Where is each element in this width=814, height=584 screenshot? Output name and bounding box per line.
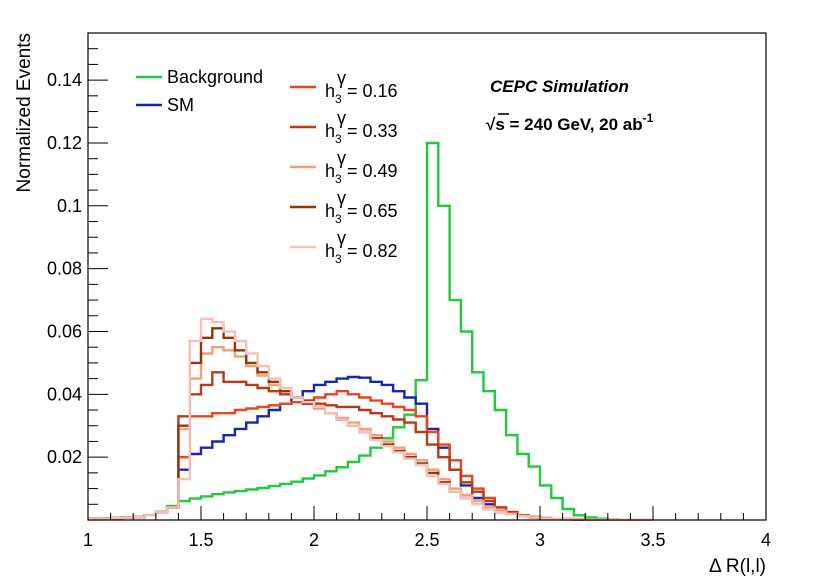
legend-label-main: h — [325, 121, 335, 141]
y-tick-label: 0.1 — [57, 196, 82, 216]
y-tick-label: 0.12 — [47, 133, 82, 153]
energy-label: √s = 240 GeV, 20 ab-1 — [486, 111, 654, 134]
legend-label-sup: γ — [337, 108, 346, 128]
y-tick-label: 0.14 — [47, 70, 82, 90]
legend-label-value: = 0.16 — [342, 81, 398, 101]
legend-entry-SM: SM — [136, 95, 194, 115]
series-line-h3g_033 — [88, 371, 653, 521]
legend-label-sub: 3 — [335, 252, 342, 266]
x-tick-label: 3 — [535, 530, 545, 550]
legend-label: h3 = 0.82 — [325, 241, 398, 266]
y-axis-title: Normalized Events — [14, 33, 35, 192]
legend-entry-h3g_065: h3 = 0.65γ — [290, 188, 398, 226]
y-tick-label: 0.04 — [47, 384, 82, 404]
legend-label-sub: 3 — [335, 172, 342, 186]
legend-entry-Background: Background — [136, 67, 263, 87]
legend-label: h3 = 0.16 — [325, 81, 398, 106]
series-line-Background — [88, 141, 653, 521]
experiment-label: CEPC Simulation — [490, 77, 629, 96]
x-tick-label: 2 — [309, 530, 319, 550]
legend-entry-h3g_016: h3 = 0.16γ — [290, 68, 398, 106]
x-tick-label: 2.5 — [414, 530, 439, 550]
y-tick-label: 0.02 — [47, 447, 82, 467]
y-axis: 0.02 0.04 0.06 0.08 0.1 0.12 0.14 — [47, 48, 108, 505]
legend-label: h3 = 0.65 — [325, 201, 398, 226]
x-tick-label: 4 — [761, 530, 771, 550]
legend-label-sup: γ — [337, 148, 346, 168]
legend-label: SM — [167, 95, 194, 115]
x-tick-label: 3.5 — [640, 530, 665, 550]
legend-label-main: h — [325, 241, 335, 261]
legend-entry-h3g_033: h3 = 0.33γ — [290, 108, 398, 146]
x-tick-label: 1 — [83, 530, 93, 550]
energy-label-main: √s = 240 GeV, 20 ab — [486, 115, 643, 134]
x-axis-title: Δ R(l,l) — [709, 556, 766, 577]
legend-label: h3 = 0.33 — [325, 121, 398, 146]
legend-label-sub: 3 — [335, 92, 342, 106]
legend-label-main: h — [325, 201, 335, 221]
legend-label: Background — [167, 67, 263, 87]
legend-label-value: = 0.49 — [342, 161, 398, 181]
y-tick-label: 0.08 — [47, 259, 82, 279]
legend-label-sup: γ — [337, 228, 346, 248]
legend-label-main: h — [325, 161, 335, 181]
plot-series-group — [88, 141, 653, 521]
energy-label-sup: -1 — [643, 111, 654, 125]
legend-label-value: = 0.82 — [342, 241, 398, 261]
legend-label-sup: γ — [337, 188, 346, 208]
legend-label-value: = 0.33 — [342, 121, 398, 141]
legend-label: h3 = 0.49 — [325, 161, 398, 186]
y-tick-label: 0.06 — [47, 321, 82, 341]
x-tick-label: 1.5 — [188, 530, 213, 550]
legend-label-main: h — [325, 81, 335, 101]
legend-label-value: = 0.65 — [342, 201, 398, 221]
series-line-h3g_065 — [88, 327, 653, 521]
legend-label-sup: γ — [337, 68, 346, 88]
x-axis: 1 1.5 2 2.5 3 3.5 4 — [83, 506, 771, 550]
legend-label-sub: 3 — [335, 212, 342, 226]
legend-entry-h3g_049: h3 = 0.49γ — [290, 148, 398, 186]
legend-entry-h3g_082: h3 = 0.82γ — [290, 228, 398, 266]
legend-label-sub: 3 — [335, 132, 342, 146]
series-line-h3g_082 — [88, 317, 653, 521]
